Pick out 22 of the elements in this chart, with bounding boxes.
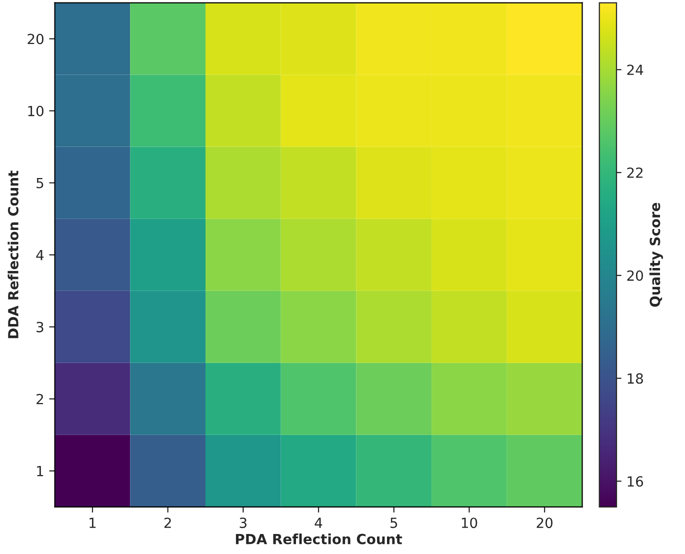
color-bar-title: Quality Score [649, 202, 663, 307]
y-tick-label: 3 [36, 322, 44, 332]
y-tick-label: 5 [36, 178, 44, 188]
color-bar-label: 16 [628, 476, 644, 487]
color-bar-label: 24 [627, 64, 644, 75]
x-tick-label: 5 [390, 518, 398, 528]
y-tick-label: 1 [37, 466, 44, 476]
x-tick-label: 2 [164, 518, 171, 528]
color-bar-label: 18 [628, 373, 643, 384]
x-tick-label: 4 [314, 518, 322, 528]
y-tick-label: 4 [36, 250, 44, 260]
color-bar-label: 22 [627, 168, 643, 178]
x-tick-label: 3 [240, 518, 246, 528]
y-axis-title: DDA Reflection Count [8, 170, 18, 338]
y-tick-label: 10 [28, 106, 44, 116]
y-tick-label: 2 [36, 394, 43, 404]
x-tick-label: 20 [536, 518, 552, 528]
color-bar-label: 20 [627, 270, 643, 281]
x-tick-label: 10 [462, 518, 478, 528]
x-tick-label: 1 [90, 518, 96, 528]
y-tick-label: 20 [28, 34, 44, 44]
x-axis-title: PDA Reflection Count [236, 534, 402, 544]
